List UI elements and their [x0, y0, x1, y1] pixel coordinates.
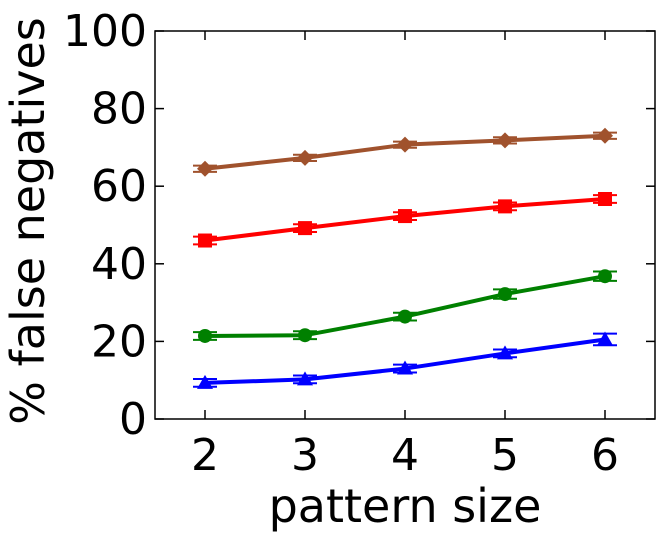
- data-point: [597, 331, 613, 346]
- x-tick-label: 4: [391, 430, 419, 481]
- data-point: [398, 209, 412, 224]
- y-tick-label: 40: [91, 239, 147, 290]
- series-diamond: [193, 127, 617, 177]
- data-point: [597, 127, 613, 144]
- series-circle: [193, 269, 617, 343]
- y-tick-label: 20: [91, 316, 147, 367]
- y-tick-label: 0: [119, 394, 147, 445]
- data-point: [598, 269, 612, 284]
- data-point: [498, 199, 512, 214]
- data-point: [497, 132, 513, 149]
- data-point: [297, 371, 313, 386]
- series-line: [204, 274, 606, 338]
- x-tick-label: 3: [291, 430, 319, 481]
- series-square: [193, 192, 617, 248]
- series-triangle: [193, 331, 617, 389]
- data-point: [298, 328, 312, 343]
- x-tick-label: 2: [191, 430, 219, 481]
- data-point: [498, 287, 512, 302]
- data-point: [197, 374, 213, 389]
- data-point: [198, 233, 212, 248]
- y-tick-label: 80: [91, 84, 147, 135]
- data-point: [197, 160, 213, 177]
- y-axis-label: % false negatives: [1, 17, 55, 425]
- x-tick-label: 6: [591, 430, 619, 481]
- series-layer: [193, 127, 617, 389]
- y-tick-label: 100: [63, 6, 147, 57]
- data-point: [397, 136, 413, 153]
- data-point: [598, 192, 612, 207]
- data-point: [397, 360, 413, 375]
- data-point: [298, 221, 312, 236]
- x-tick-label: 5: [491, 430, 519, 481]
- data-point: [398, 309, 412, 324]
- data-point: [497, 345, 513, 360]
- data-point: [198, 328, 212, 343]
- y-tick-label: 60: [91, 161, 147, 212]
- data-point: [297, 149, 313, 166]
- x-axis-label: pattern size: [269, 479, 542, 533]
